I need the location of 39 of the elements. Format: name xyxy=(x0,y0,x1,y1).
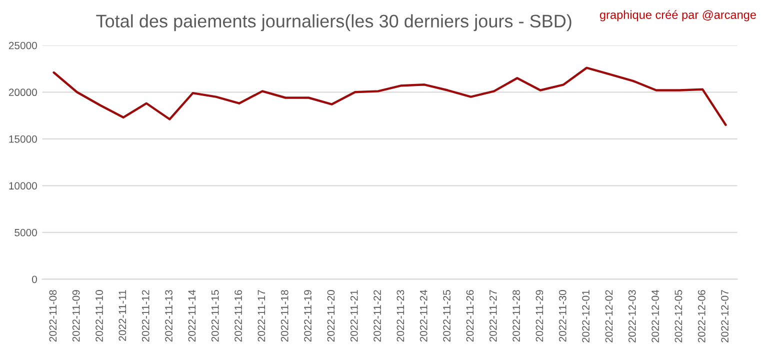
x-tick-label: 2022-11-22 xyxy=(374,290,381,342)
text: graphique créé par @arcange xyxy=(600,10,756,22)
chart-title: Total des paiements journaliers(les 30 derniers jours - SBD) xyxy=(96,14,572,32)
x-tick-label: 2022-11-15 xyxy=(211,290,219,342)
x-tick-label: 2022-11-24 xyxy=(420,290,428,342)
x-tick-label: 2022-12-03 xyxy=(628,290,636,342)
x-tick-label: 2022-11-29 xyxy=(536,290,544,342)
x-tick-label: 2022-11-21 xyxy=(350,290,358,342)
x-tick-label: 2022-12-05 xyxy=(674,290,682,342)
y-tick-label: 10000 xyxy=(9,182,37,190)
x-tick-label: 2022-11-13 xyxy=(165,290,172,342)
x-tick-label: 2022-11-26 xyxy=(466,290,474,342)
x-tick-label: 2022-12-01 xyxy=(582,290,590,342)
line-series xyxy=(52,66,727,126)
y-tick-label: 20000 xyxy=(8,88,37,96)
x-tick-label: 2022-11-30 xyxy=(558,290,566,342)
x-tick-label: 2022-12-06 xyxy=(698,290,706,342)
x-tick-label: 2022-12-02 xyxy=(605,290,613,342)
x-tick-label: 2022-11-27 xyxy=(489,290,497,342)
x-tick-label: 2022-12-04 xyxy=(652,290,659,342)
y-tick-label: 15000 xyxy=(9,135,37,143)
x-tick-label: 2022-11-28 xyxy=(512,290,520,342)
y-tick-label: 0 xyxy=(32,276,37,284)
y-tick-label: 5000 xyxy=(14,228,37,236)
x-tick-label: 2022-11-18 xyxy=(280,290,288,342)
x-tick-label: 2022-12-07 xyxy=(721,290,728,342)
x-tick-label: 2022-11-20 xyxy=(327,290,335,342)
x-tick-label: 2022-11-14 xyxy=(188,290,196,342)
x-tick-label: 2022-11-12 xyxy=(142,290,150,342)
y-tick-label: 25000 xyxy=(8,42,37,50)
x-tick-label: 2022-11-19 xyxy=(304,290,312,342)
x-tick-label: 2022-11-09 xyxy=(72,290,80,342)
x-tick-label: 2022-11-11 xyxy=(118,290,126,341)
x-tick-label: 2022-11-23 xyxy=(396,290,404,342)
x-tick-label: 2022-11-08 xyxy=(49,290,57,342)
x-tick-label: 2022-11-10 xyxy=(96,290,103,342)
x-tick-label: 2022-11-17 xyxy=(258,290,266,342)
x-tick-label: 2022-11-16 xyxy=(234,290,242,342)
x-tick-label: 2022-11-25 xyxy=(443,290,450,342)
